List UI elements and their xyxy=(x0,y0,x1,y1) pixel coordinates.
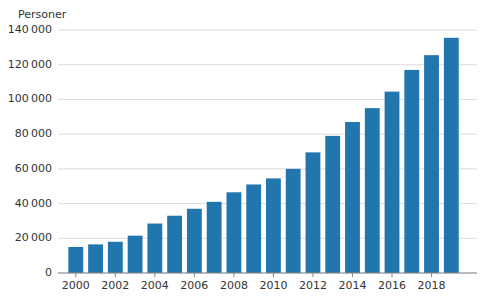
x-tick-label: 2012 xyxy=(299,279,327,292)
bar xyxy=(424,55,439,273)
x-tick xyxy=(115,273,116,277)
bar xyxy=(365,108,380,273)
x-tick xyxy=(154,273,155,277)
bar xyxy=(108,242,123,273)
grid-line xyxy=(58,30,477,31)
x-tick xyxy=(273,273,274,277)
y-tick-label: 120 000 xyxy=(8,58,52,71)
x-tick-label: 2010 xyxy=(259,279,287,292)
x-axis-line xyxy=(58,273,477,274)
x-tick xyxy=(431,273,432,277)
y-tick-label: 0 xyxy=(45,266,52,279)
x-tick-label: 2006 xyxy=(180,279,208,292)
bar xyxy=(266,178,281,273)
y-tick-label: 80 000 xyxy=(15,127,52,140)
bar xyxy=(325,136,340,273)
x-tick xyxy=(352,273,353,277)
x-tick-label: 2008 xyxy=(220,279,248,292)
bar xyxy=(68,247,83,273)
bar xyxy=(187,209,202,273)
grid-line xyxy=(58,64,477,65)
y-tick-label: 100 000 xyxy=(8,92,52,105)
x-tick-label: 2018 xyxy=(418,279,446,292)
x-tick-label: 2000 xyxy=(62,279,90,292)
x-tick xyxy=(392,273,393,277)
x-tick xyxy=(233,273,234,277)
bar xyxy=(226,192,241,273)
bar xyxy=(444,38,459,273)
bar xyxy=(404,70,419,273)
y-grid xyxy=(58,30,477,273)
bar xyxy=(147,224,162,273)
x-tick-label: 2014 xyxy=(338,279,366,292)
bar xyxy=(306,152,321,273)
y-tick-label: 60 000 xyxy=(15,162,52,175)
bar xyxy=(128,236,143,273)
y-tick-label: 20 000 xyxy=(15,231,52,244)
y-tick-label: 140 000 xyxy=(8,23,52,36)
x-tick xyxy=(75,273,76,277)
x-tick-label: 2016 xyxy=(378,279,406,292)
chart: 0 20 000 40 000 60 000 80 000 100 000 120 000 1… xyxy=(0,0,491,303)
bar xyxy=(385,92,400,273)
bar xyxy=(88,244,103,273)
x-tick xyxy=(312,273,313,277)
bar xyxy=(246,184,261,273)
bar xyxy=(286,169,301,273)
bar xyxy=(345,122,360,273)
y-tick-label: 40 000 xyxy=(15,197,52,210)
x-tick-label: 2004 xyxy=(141,279,169,292)
bars xyxy=(68,38,458,273)
x-tick xyxy=(194,273,195,277)
grid-line xyxy=(58,273,477,274)
x-tick-label: 2002 xyxy=(101,279,129,292)
bar xyxy=(207,202,222,273)
bar xyxy=(167,216,182,273)
y-axis-label: Personer xyxy=(18,8,67,21)
